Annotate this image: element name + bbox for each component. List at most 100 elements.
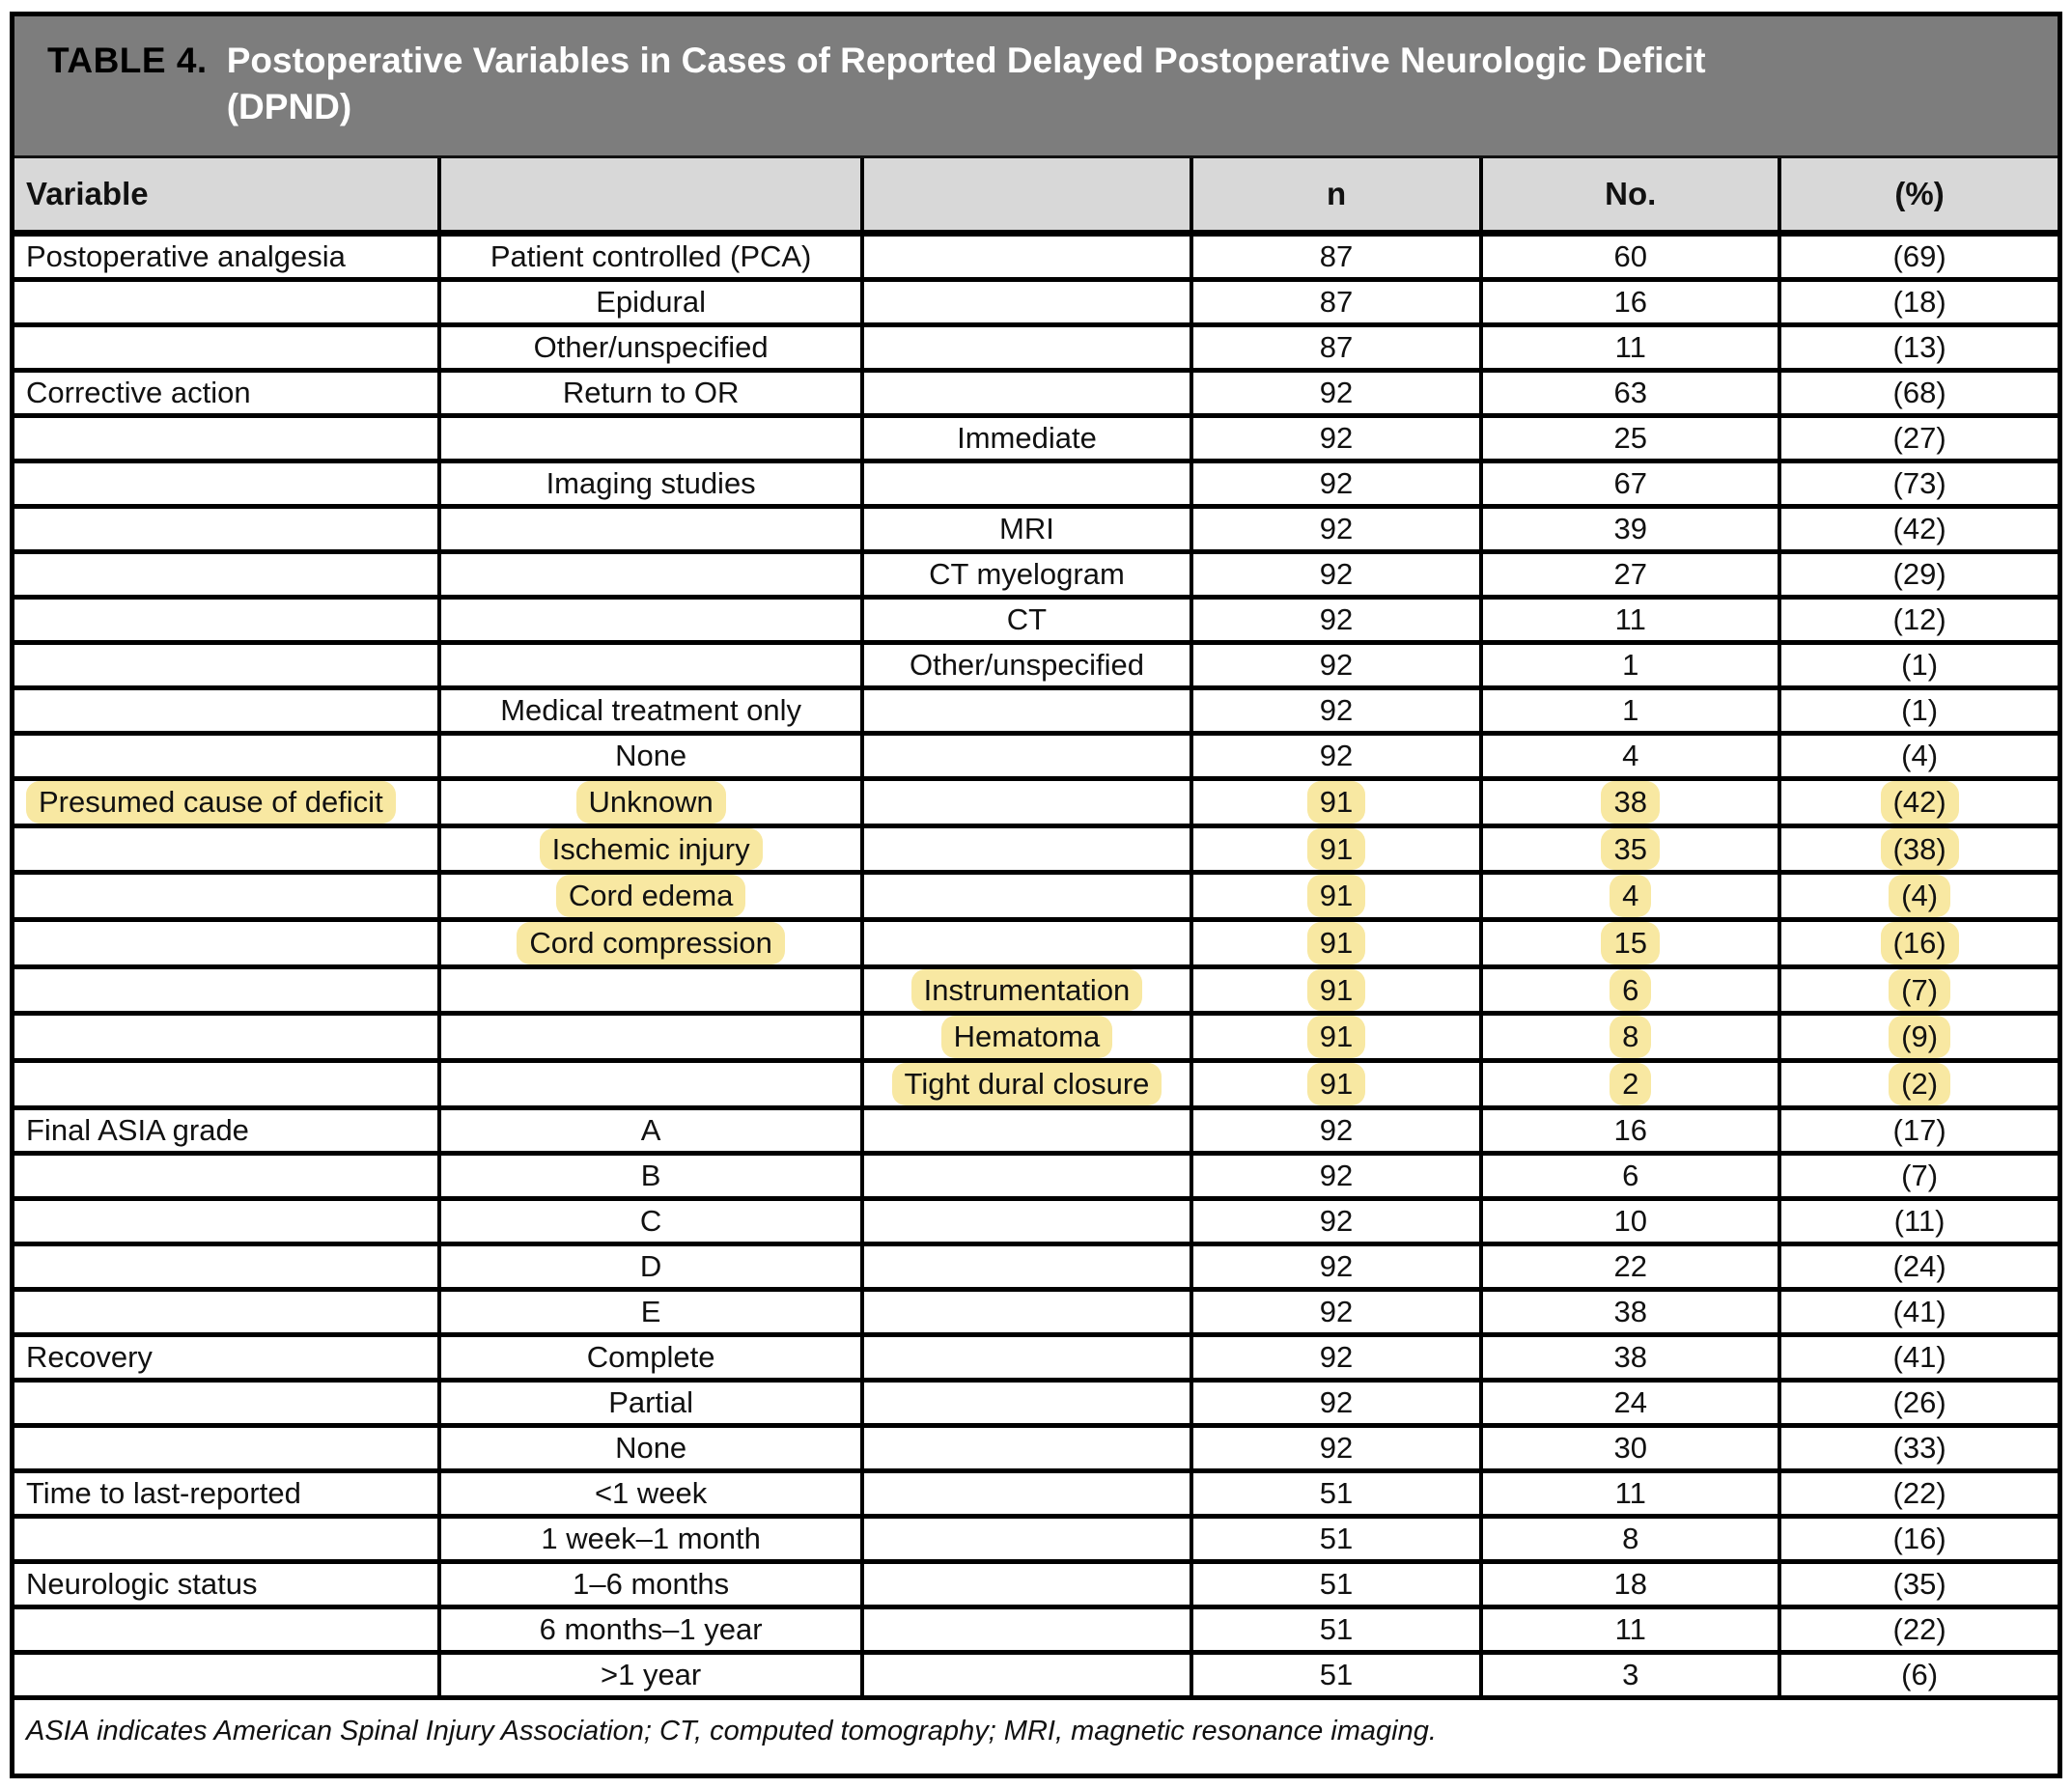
cell-n: 92 (1189, 1104, 1484, 1156)
cell-category: E (437, 1286, 865, 1337)
data-table: Variable n No. (%) Postoperative analges… (14, 158, 2058, 1776)
cell-n: 91 (1189, 776, 1484, 828)
cell-count: 11 (1479, 322, 1782, 374)
cell-subcategory: Hematoma (860, 1011, 1193, 1064)
cell-variable (14, 277, 442, 328)
cell-count: 16 (1479, 1104, 1782, 1156)
table-body: Postoperative analgesia Patient controlle… (14, 231, 2058, 1700)
cell-count: 30 (1479, 1422, 1782, 1473)
cell-n: 92 (1189, 731, 1484, 782)
cell-count: 1 (1479, 640, 1782, 691)
cell-variable (14, 1377, 442, 1428)
cell-variable (14, 1150, 442, 1201)
cell-n: 91 (1189, 1058, 1484, 1110)
highlight-mark: Presumed cause of deficit (26, 783, 396, 822)
cell-subcategory (860, 823, 1193, 876)
cell-percent: (69) (1778, 231, 2058, 283)
cell-count: 18 (1479, 1558, 1782, 1609)
cell-subcategory (860, 917, 1193, 969)
cell-percent: (1) (1778, 685, 2058, 737)
cell-n: 51 (1189, 1467, 1484, 1519)
cell-category: Ischemic injury (437, 823, 865, 876)
highlight-mark: 2 (1610, 1065, 1652, 1104)
cell-category: 6 months–1 year (437, 1604, 865, 1655)
cell-count: 6 (1479, 964, 1782, 1017)
cell-count: 38 (1479, 776, 1782, 828)
cell-percent: (9) (1778, 1011, 2058, 1064)
column-header-blank-2 (860, 158, 1193, 237)
cell-n: 91 (1189, 1011, 1484, 1064)
cell-n: 92 (1189, 413, 1484, 464)
cell-n: 92 (1189, 1241, 1484, 1292)
cell-count: 3 (1479, 1649, 1782, 1700)
cell-count: 38 (1479, 1331, 1782, 1383)
cell-percent: (2) (1778, 1058, 2058, 1110)
cell-category: Cord edema (437, 870, 865, 923)
table-row: CT 92 11 (12) (14, 595, 2058, 646)
cell-category: 1 week–1 month (437, 1513, 865, 1564)
cell-n: 51 (1189, 1558, 1484, 1609)
table-row: Presumed cause of deficit Unknown 91 38 (42) (14, 776, 2058, 828)
cell-category: Cord compression (437, 917, 865, 969)
cell-count: 63 (1479, 368, 1782, 419)
cell-variable (14, 595, 442, 646)
cell-n: 91 (1189, 823, 1484, 876)
table-row: Medical treatment only 92 1 (1) (14, 685, 2058, 737)
cell-variable (14, 504, 442, 555)
cell-category: B (437, 1150, 865, 1201)
cell-count: 60 (1479, 231, 1782, 283)
cell-count: 67 (1479, 459, 1782, 510)
cell-n: 92 (1189, 685, 1484, 737)
highlight-mark: Unknown (575, 783, 726, 822)
cell-percent: (26) (1778, 1377, 2058, 1428)
cell-n: 51 (1189, 1513, 1484, 1564)
table-row: 6 months–1 year 51 11 (22) (14, 1604, 2058, 1655)
column-header-no: No. (1479, 158, 1782, 237)
cell-variable (14, 413, 442, 464)
cell-variable (14, 549, 442, 601)
cell-n: 92 (1189, 1286, 1484, 1337)
cell-percent: (68) (1778, 368, 2058, 419)
cell-category (437, 413, 865, 464)
cell-subcategory (860, 1286, 1193, 1337)
cell-percent: (1) (1778, 640, 2058, 691)
cell-variable: Neurologic status (14, 1558, 442, 1609)
table-number-label: TABLE 4. (47, 41, 208, 80)
cell-category: Partial (437, 1377, 865, 1428)
cell-count: 8 (1479, 1513, 1782, 1564)
cell-category: >1 year (437, 1649, 865, 1700)
cell-category (437, 640, 865, 691)
cell-n: 92 (1189, 640, 1484, 691)
footnote: ASIA indicates American Spinal Injury As… (14, 1694, 2058, 1776)
cell-variable: Final ASIA grade (14, 1104, 442, 1156)
cell-category: Complete (437, 1331, 865, 1383)
cell-percent: (73) (1778, 459, 2058, 510)
cell-subcategory (860, 277, 1193, 328)
cell-percent: (27) (1778, 413, 2058, 464)
cell-count: 1 (1479, 685, 1782, 737)
highlight-mark: 91 (1306, 1018, 1366, 1056)
column-header-variable: Variable (14, 158, 442, 237)
cell-percent: (22) (1778, 1467, 2058, 1519)
cell-variable (14, 917, 442, 969)
cell-subcategory (860, 231, 1193, 283)
table-row: D 92 22 (24) (14, 1241, 2058, 1292)
table-row: None 92 30 (33) (14, 1422, 2058, 1473)
cell-count: 2 (1479, 1058, 1782, 1110)
cell-variable: Corrective action (14, 368, 442, 419)
table-row: Time to last-reported <1 week 51 11 (22) (14, 1467, 2058, 1519)
cell-category: <1 week (437, 1467, 865, 1519)
cell-n: 92 (1189, 1377, 1484, 1428)
cell-count: 24 (1479, 1377, 1782, 1428)
highlight-mark: (38) (1880, 830, 1959, 869)
column-header-pct: (%) (1778, 158, 2058, 237)
cell-percent: (29) (1778, 549, 2058, 601)
highlight-mark: 91 (1306, 783, 1366, 822)
table-4: TABLE 4. Postoperative Variables in Case… (10, 12, 2062, 1778)
cell-n: 92 (1189, 595, 1484, 646)
cell-count: 11 (1479, 1467, 1782, 1519)
highlight-mark: Tight dural closure (891, 1065, 1162, 1104)
highlight-mark: 91 (1306, 1065, 1366, 1104)
cell-subcategory (860, 776, 1193, 828)
cell-subcategory: CT myelogram (860, 549, 1193, 601)
